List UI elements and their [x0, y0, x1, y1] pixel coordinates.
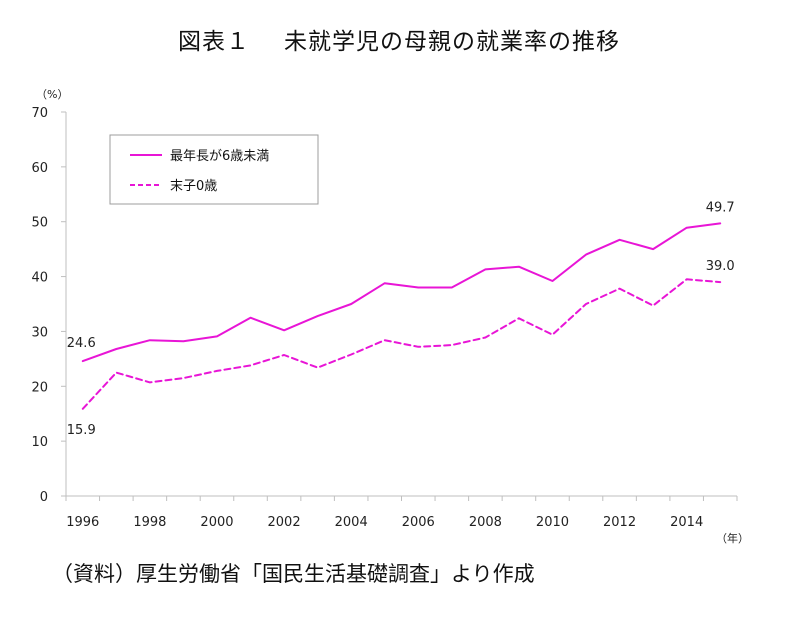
x-tick-label: 1996 — [66, 515, 99, 530]
data-point — [618, 287, 620, 289]
data-point — [216, 335, 218, 337]
data-point — [618, 239, 620, 241]
data-point — [249, 364, 251, 366]
data-point — [384, 282, 386, 284]
x-tick-label: 2006 — [402, 515, 435, 530]
x-tick-label: 2008 — [469, 515, 502, 530]
data-point — [283, 329, 285, 331]
data-point — [652, 304, 654, 306]
data-point — [484, 336, 486, 338]
legend-label-1: 末子0歳 — [170, 179, 217, 194]
x-tick-label: 1998 — [133, 515, 166, 530]
data-label: 49.7 — [706, 200, 735, 215]
data-point — [417, 346, 419, 348]
data-point — [182, 377, 184, 379]
data-point — [518, 317, 520, 319]
y-tick-label: 30 — [31, 325, 48, 340]
x-tick-label: 2002 — [268, 515, 301, 530]
data-point — [484, 268, 486, 270]
figure-label: 図表１ — [178, 29, 250, 55]
chart-title: 図表１ 未就学児の母親の就業率の推移 — [0, 22, 798, 56]
y-unit-label: （%） — [36, 88, 68, 101]
x-tick-label: 2012 — [603, 515, 636, 530]
data-point — [316, 366, 318, 368]
data-point — [551, 280, 553, 282]
y-tick-label: 50 — [31, 216, 48, 231]
data-point — [685, 278, 687, 280]
data-point — [316, 315, 318, 317]
data-point — [216, 370, 218, 372]
data-point — [652, 248, 654, 250]
y-tick-label: 70 — [31, 106, 48, 121]
legend-box — [109, 134, 319, 205]
data-point — [283, 354, 285, 356]
series-line-0 — [81, 222, 722, 363]
y-tick-label: 60 — [31, 161, 48, 176]
data-point — [719, 281, 721, 283]
data-point — [685, 227, 687, 229]
series-line-1 — [81, 278, 722, 410]
data-point — [417, 286, 419, 288]
data-point — [149, 339, 151, 341]
data-point — [551, 334, 553, 336]
y-tick-label: 20 — [31, 380, 48, 395]
data-point — [585, 253, 587, 255]
x-unit-label: （年） — [716, 531, 749, 545]
data-point — [182, 340, 184, 342]
data-point — [518, 265, 520, 267]
data-point — [350, 303, 352, 305]
x-tick-label: 2004 — [335, 515, 368, 530]
legend-label-0: 最年長が6歳未満 — [170, 149, 269, 164]
data-point — [82, 408, 84, 410]
x-tick-label: 2010 — [536, 515, 569, 530]
data-point — [350, 353, 352, 355]
data-point — [451, 286, 453, 288]
data-point — [719, 222, 721, 224]
data-point — [149, 381, 151, 383]
data-point — [384, 339, 386, 341]
source-note: （資料）厚生労働省「国民生活基礎調査」より作成 — [52, 562, 535, 586]
data-point — [82, 360, 84, 362]
data-label: 15.9 — [67, 423, 96, 438]
data-point — [115, 371, 117, 373]
data-point — [451, 344, 453, 346]
chart-title-text: 未就学児の母親の就業率の推移 — [284, 29, 620, 55]
data-point — [585, 303, 587, 305]
data-point — [115, 348, 117, 350]
data-label: 24.6 — [67, 336, 96, 351]
x-tick-label: 2000 — [200, 515, 233, 530]
x-tick-label: 2014 — [670, 515, 703, 530]
data-point — [249, 317, 251, 319]
y-tick-label: 10 — [31, 435, 48, 450]
data-label: 39.0 — [706, 259, 735, 274]
y-tick-label: 0 — [40, 490, 48, 505]
y-tick-label: 40 — [31, 271, 48, 286]
